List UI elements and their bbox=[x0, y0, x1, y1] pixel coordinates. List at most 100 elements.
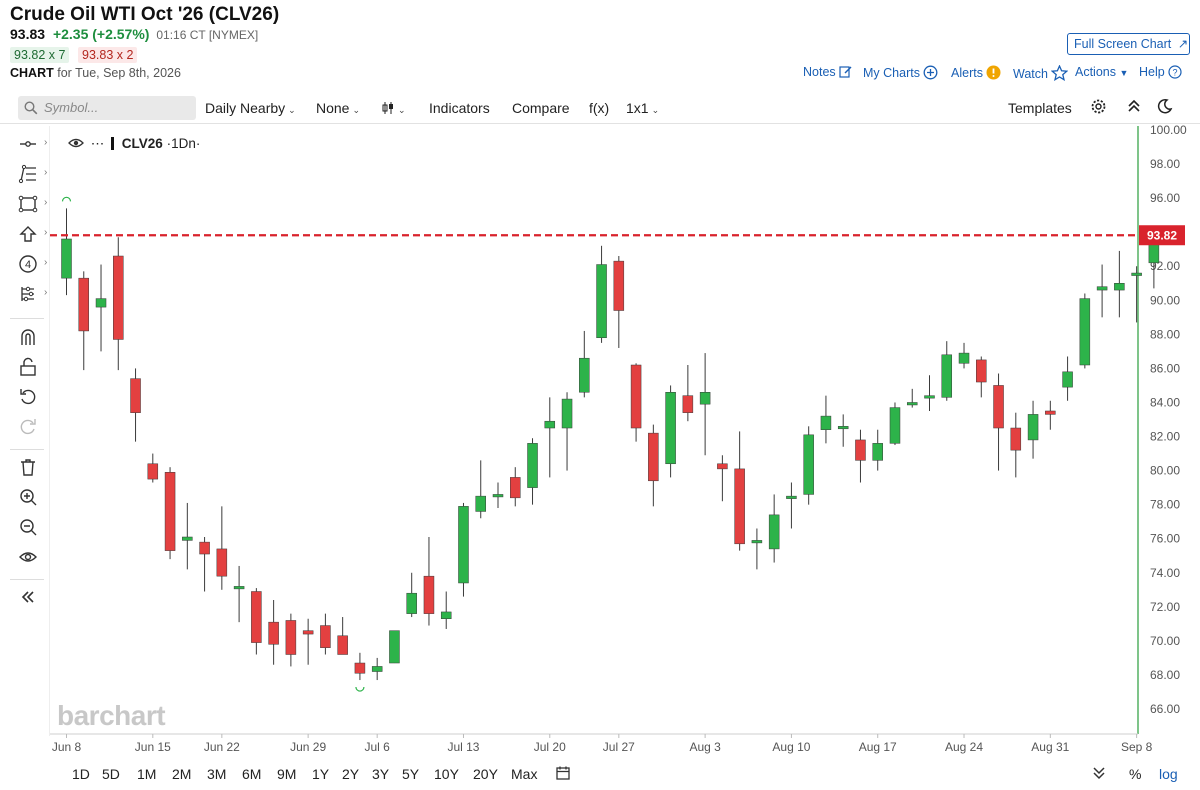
range-button-5d[interactable]: 5D bbox=[102, 766, 120, 782]
fib-tool-icon[interactable]: › bbox=[18, 164, 47, 186]
candle-up bbox=[699, 392, 711, 405]
templates-button[interactable]: Templates bbox=[1008, 100, 1072, 116]
collapse-sidebar-icon[interactable] bbox=[18, 587, 44, 609]
x-tick-label: Jun 29 bbox=[290, 740, 326, 754]
range-button-2m[interactable]: 2M bbox=[172, 766, 192, 782]
candle-up bbox=[458, 506, 469, 584]
trash-icon[interactable] bbox=[18, 457, 44, 479]
x-tick-label: Jul 6 bbox=[365, 740, 391, 754]
actions-menu[interactable]: Actions ▼ bbox=[1075, 65, 1128, 79]
range-button-1m[interactable]: 1M bbox=[137, 766, 157, 782]
chart-legend: ⋯ CLV26 ·1Dn· bbox=[68, 136, 200, 152]
candle-down bbox=[630, 364, 642, 429]
range-button-1y[interactable]: 1Y bbox=[312, 766, 330, 782]
more-options-icon[interactable]: ⋯ bbox=[90, 136, 105, 151]
y-tick-label: 96.00 bbox=[1150, 191, 1180, 205]
alerts-link[interactable]: Alerts bbox=[951, 65, 1001, 80]
chart-type-dropdown[interactable]: ⌄ bbox=[381, 100, 406, 116]
range-selector-bar: 1D 5D 1M 2M 3M 6M 9M 1Y 2Y 3Y 5Y 10Y 20Y Max % log bbox=[50, 760, 1200, 790]
candle-up bbox=[61, 238, 72, 279]
candle-up bbox=[803, 434, 814, 495]
candle-up bbox=[837, 426, 849, 430]
range-button-10y[interactable]: 10Y bbox=[434, 766, 459, 782]
candle-down bbox=[510, 477, 521, 499]
watch-link[interactable]: Watch bbox=[1013, 64, 1069, 82]
candle-up bbox=[475, 495, 486, 512]
x-tick-label: Sep 8 bbox=[1121, 740, 1153, 754]
interval-dropdown[interactable]: Daily Nearby ⌄ bbox=[205, 100, 296, 116]
overlay-dropdown[interactable]: None ⌄ bbox=[316, 100, 360, 116]
candlestick-series bbox=[61, 208, 1160, 681]
range-button-3m[interactable]: 3M bbox=[207, 766, 227, 782]
range-button-max[interactable]: Max bbox=[511, 766, 538, 782]
indicators-button[interactable]: Indicators bbox=[429, 100, 490, 116]
log-scale-toggle[interactable]: log bbox=[1159, 766, 1178, 782]
page-title: Crude Oil WTI Oct '26 (CLV26) bbox=[10, 4, 280, 25]
magnet-icon[interactable] bbox=[18, 327, 44, 349]
scroll-down-icon[interactable] bbox=[1092, 765, 1106, 784]
x-tick-label: Aug 3 bbox=[689, 740, 721, 754]
arrow-tool-icon[interactable]: › bbox=[18, 224, 47, 246]
range-button-5y[interactable]: 5Y bbox=[402, 766, 420, 782]
chart-date: for Tue, Sep 8th, 2026 bbox=[57, 66, 181, 80]
elliott-wave-icon[interactable]: 4 › bbox=[18, 254, 47, 276]
candle-up bbox=[768, 514, 780, 550]
line-tool-icon[interactable]: › bbox=[18, 134, 47, 156]
function-button[interactable]: f(x) bbox=[589, 100, 610, 116]
x-tick-label: Jul 20 bbox=[534, 740, 566, 754]
price-change: +2.35 (+2.57%) bbox=[52, 26, 150, 42]
zoom-out-icon[interactable] bbox=[18, 517, 44, 539]
candlestick-icon bbox=[382, 102, 393, 114]
y-tick-label: 66.00 bbox=[1150, 702, 1180, 716]
external-arrow-icon: ↗ bbox=[1177, 37, 1189, 51]
undo-icon[interactable] bbox=[18, 387, 44, 409]
collapse-up-icon[interactable] bbox=[1127, 98, 1141, 117]
chart-overlays: 93.82 bbox=[50, 196, 1185, 692]
percent-scale-toggle[interactable]: % bbox=[1129, 766, 1142, 782]
search-icon bbox=[24, 101, 38, 115]
zoom-in-icon[interactable] bbox=[18, 487, 44, 509]
rectangle-tool-icon[interactable]: › bbox=[18, 194, 47, 216]
range-button-6m[interactable]: 6M bbox=[242, 766, 262, 782]
settings-gear-icon[interactable] bbox=[1090, 98, 1107, 118]
chevron-down-icon: ⌄ bbox=[352, 105, 361, 115]
redo-icon[interactable] bbox=[18, 417, 44, 439]
drawing-tools-sidebar: › › › › 4 › › bbox=[0, 126, 50, 736]
range-button-20y[interactable]: 20Y bbox=[473, 766, 498, 782]
candle-up bbox=[924, 395, 935, 399]
unlock-icon[interactable] bbox=[18, 357, 44, 379]
help-link[interactable]: Help ? bbox=[1139, 65, 1182, 79]
symbol-search-input[interactable]: Symbol... bbox=[18, 96, 196, 120]
range-button-1d[interactable]: 1D bbox=[72, 766, 90, 782]
x-tick-label: Jun 15 bbox=[135, 740, 171, 754]
candle-up bbox=[889, 407, 901, 444]
chevron-down-icon: ⌄ bbox=[288, 105, 296, 115]
candle-down bbox=[337, 635, 348, 655]
candle-up bbox=[1027, 414, 1039, 441]
x-tick-label: Jul 27 bbox=[603, 740, 635, 754]
full-screen-chart-button[interactable]: Full Screen Chart ↗ bbox=[1067, 33, 1190, 55]
range-button-3y[interactable]: 3Y bbox=[372, 766, 390, 782]
eye-icon[interactable] bbox=[68, 137, 84, 149]
visibility-eye-icon[interactable] bbox=[18, 547, 44, 569]
my-charts-link[interactable]: My Charts bbox=[863, 65, 938, 80]
range-button-9m[interactable]: 9M bbox=[277, 766, 297, 782]
compare-button[interactable]: Compare bbox=[512, 100, 570, 116]
candle-up bbox=[406, 592, 417, 614]
candle-up bbox=[95, 298, 107, 308]
candle-up bbox=[751, 540, 763, 544]
calendar-icon[interactable] bbox=[555, 765, 571, 784]
x-tick-label: Jun 22 bbox=[204, 740, 240, 754]
measure-tool-icon[interactable]: › bbox=[18, 284, 47, 306]
dark-mode-moon-icon[interactable] bbox=[1157, 98, 1173, 117]
candle-down bbox=[717, 463, 728, 470]
notes-link[interactable]: Notes bbox=[803, 65, 852, 79]
range-button-2y[interactable]: 2Y bbox=[342, 766, 360, 782]
x-tick-label: Aug 10 bbox=[772, 740, 810, 754]
y-tick-label: 68.00 bbox=[1150, 668, 1180, 682]
layout-dropdown[interactable]: 1x1 ⌄ bbox=[626, 100, 659, 116]
candle-down bbox=[613, 260, 625, 311]
y-tick-label: 82.00 bbox=[1150, 430, 1180, 444]
help-label: Help bbox=[1139, 65, 1165, 79]
